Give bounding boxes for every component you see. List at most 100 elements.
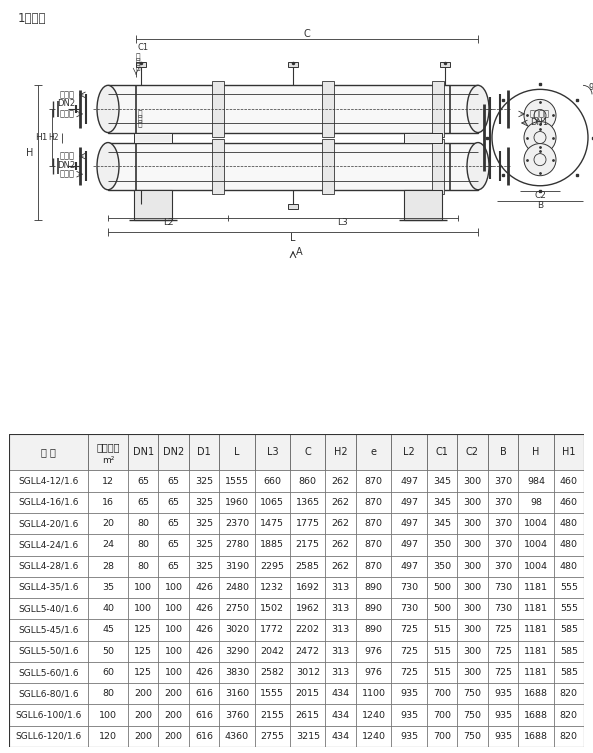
Bar xyxy=(518,704,554,726)
Text: 冷却面积: 冷却面积 xyxy=(96,442,120,452)
Text: 孔: 孔 xyxy=(138,120,143,129)
Bar xyxy=(391,513,427,534)
Text: 2370: 2370 xyxy=(225,519,249,528)
Bar xyxy=(487,577,518,598)
Text: D1: D1 xyxy=(197,447,211,458)
Circle shape xyxy=(524,99,556,132)
Bar xyxy=(189,556,219,577)
Text: C2: C2 xyxy=(466,447,479,458)
Bar xyxy=(391,662,427,683)
Bar xyxy=(219,556,255,577)
Bar xyxy=(212,81,224,136)
Text: 350: 350 xyxy=(433,541,451,550)
Bar xyxy=(326,598,356,619)
Text: B: B xyxy=(537,201,543,210)
Text: L: L xyxy=(290,233,296,243)
Text: 976: 976 xyxy=(365,668,382,677)
Bar xyxy=(487,641,518,662)
Text: 65: 65 xyxy=(168,562,180,571)
Bar xyxy=(88,513,128,534)
Text: 313: 313 xyxy=(331,626,350,635)
Bar xyxy=(88,662,128,683)
Text: SGLL6-100/1.6: SGLL6-100/1.6 xyxy=(15,711,82,720)
Text: 725: 725 xyxy=(494,668,512,677)
Bar xyxy=(9,619,88,641)
Bar xyxy=(427,641,457,662)
Text: SGLL6-80/1.6: SGLL6-80/1.6 xyxy=(18,689,79,698)
Text: e: e xyxy=(371,447,377,458)
Text: 660: 660 xyxy=(263,477,282,486)
Text: C: C xyxy=(304,447,311,458)
Bar xyxy=(404,133,442,142)
Bar xyxy=(326,471,356,492)
Text: 300: 300 xyxy=(463,541,482,550)
Bar xyxy=(457,662,487,683)
Text: 3215: 3215 xyxy=(296,732,320,741)
Bar xyxy=(326,683,356,704)
Bar xyxy=(219,513,255,534)
Text: 515: 515 xyxy=(433,647,451,656)
Text: SGLL4-20/1.6: SGLL4-20/1.6 xyxy=(18,519,79,528)
Bar xyxy=(457,598,487,619)
Text: 434: 434 xyxy=(331,711,350,720)
Bar xyxy=(290,513,326,534)
Text: 90°: 90° xyxy=(589,83,593,92)
Text: 100: 100 xyxy=(134,604,152,613)
Text: 370: 370 xyxy=(494,498,512,507)
Text: H2: H2 xyxy=(49,133,59,142)
Text: 2472: 2472 xyxy=(296,647,320,656)
Bar xyxy=(88,704,128,726)
Text: 40: 40 xyxy=(102,604,114,613)
Bar xyxy=(432,139,444,194)
Bar xyxy=(128,598,158,619)
Text: 1004: 1004 xyxy=(524,541,548,550)
Text: 616: 616 xyxy=(195,711,213,720)
Text: 98: 98 xyxy=(530,498,542,507)
Text: 300: 300 xyxy=(463,562,482,571)
Bar xyxy=(554,662,584,683)
Text: 725: 725 xyxy=(400,668,418,677)
Ellipse shape xyxy=(467,142,489,190)
Bar xyxy=(290,577,326,598)
Text: 616: 616 xyxy=(195,732,213,741)
Bar xyxy=(457,619,487,641)
Text: H1: H1 xyxy=(36,133,48,142)
Text: 434: 434 xyxy=(331,732,350,741)
Text: SGLL4-28/1.6: SGLL4-28/1.6 xyxy=(18,562,79,571)
Text: 1555: 1555 xyxy=(225,477,249,486)
Bar xyxy=(88,534,128,556)
Text: 426: 426 xyxy=(195,583,213,592)
Bar xyxy=(219,492,255,513)
Text: 750: 750 xyxy=(464,732,482,741)
Text: 2585: 2585 xyxy=(296,562,320,571)
Text: 4360: 4360 xyxy=(225,732,249,741)
Text: 262: 262 xyxy=(331,541,350,550)
Bar xyxy=(255,726,290,747)
Text: 孔: 孔 xyxy=(136,62,141,72)
Text: 100: 100 xyxy=(165,668,183,677)
Bar xyxy=(158,598,189,619)
Text: 气: 气 xyxy=(136,58,141,67)
Bar xyxy=(518,492,554,513)
Text: SGLL4-16/1.6: SGLL4-16/1.6 xyxy=(18,498,79,507)
Bar xyxy=(255,598,290,619)
Bar xyxy=(255,534,290,556)
Text: 80: 80 xyxy=(102,689,114,698)
Bar xyxy=(189,598,219,619)
Text: 585: 585 xyxy=(560,668,578,677)
Bar xyxy=(255,513,290,534)
Text: 325: 325 xyxy=(195,477,213,486)
Text: 型 号: 型 号 xyxy=(41,447,56,458)
Bar xyxy=(219,471,255,492)
Bar xyxy=(88,556,128,577)
Text: 300: 300 xyxy=(463,519,482,528)
Text: SGLL6-120/1.6: SGLL6-120/1.6 xyxy=(15,732,82,741)
Text: 345: 345 xyxy=(433,477,451,486)
Bar xyxy=(427,534,457,556)
Bar xyxy=(487,492,518,513)
Bar xyxy=(136,62,146,67)
Text: 1232: 1232 xyxy=(260,583,285,592)
Bar xyxy=(391,434,427,471)
Bar xyxy=(290,619,326,641)
Bar xyxy=(518,619,554,641)
